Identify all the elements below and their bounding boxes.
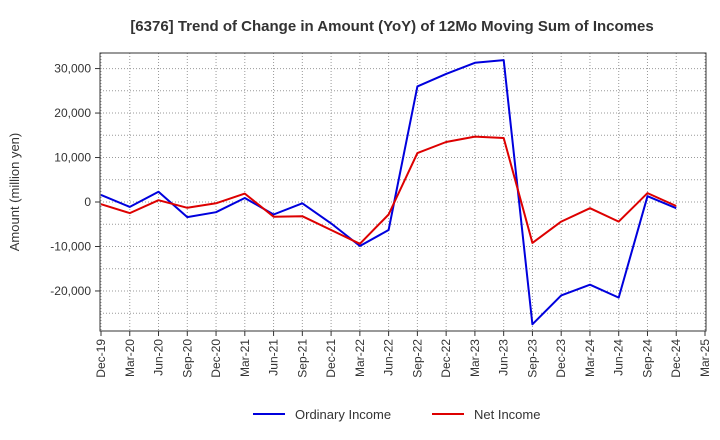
x-tick-label: Jun-22 — [382, 339, 396, 376]
x-tick-label: Dec-24 — [669, 339, 683, 378]
grid — [100, 53, 706, 331]
series-layer — [100, 59, 677, 326]
y-tick-label: 10,000 — [54, 151, 91, 165]
x-tick-label: Sep-21 — [295, 339, 309, 378]
y-tick-label: 20,000 — [54, 106, 91, 120]
x-tick-label: Jun-23 — [497, 339, 511, 376]
x-axis-ticks: Dec-19 Mar-20 Jun-20 Sep-20 Dec-20 Mar-21 Jun-… — [94, 331, 712, 378]
series-line-net-income — [100, 135, 677, 245]
x-tick-label: Sep-22 — [410, 339, 424, 378]
x-tick-label: Sep-24 — [640, 339, 654, 378]
legend: Ordinary Income Net Income — [253, 407, 540, 422]
x-tick-label: Mar-24 — [583, 339, 597, 377]
x-tick-label: Jun-21 — [267, 339, 281, 376]
x-tick-label: Mar-23 — [468, 339, 482, 377]
x-tick-label: Dec-19 — [94, 339, 108, 378]
x-tick-label: Mar-25 — [698, 339, 712, 377]
y-tick-label: 0 — [84, 195, 91, 209]
x-tick-label: Jun-24 — [612, 339, 626, 376]
y-tick-label: -10,000 — [50, 239, 91, 253]
x-tick-label: Sep-23 — [525, 339, 539, 378]
y-tick-label: -20,000 — [50, 284, 91, 298]
y-axis-ticks: -20,000 -10,000 0 10,000 20,000 30,000 — [50, 62, 100, 298]
y-tick-label: 30,000 — [54, 62, 91, 76]
plot-frame — [99, 52, 707, 332]
x-tick-label: Jun-20 — [152, 339, 166, 376]
legend-label-net-income: Net Income — [474, 407, 540, 422]
x-tick-label: Dec-20 — [209, 339, 223, 378]
x-tick-label: Dec-23 — [554, 339, 568, 378]
x-tick-label: Mar-21 — [238, 339, 252, 377]
x-tick-label: Dec-21 — [324, 339, 338, 378]
x-tick-label: Mar-22 — [353, 339, 367, 377]
chart-title: [6376] Trend of Change in Amount (YoY) o… — [130, 18, 653, 35]
series-line-ordinary-income — [100, 59, 677, 326]
x-tick-label: Dec-22 — [439, 339, 453, 378]
x-tick-label: Mar-20 — [123, 339, 137, 377]
x-tick-label: Sep-20 — [180, 339, 194, 378]
y-axis-label: Amount (million yen) — [7, 133, 22, 252]
legend-label-ordinary-income: Ordinary Income — [295, 407, 391, 422]
